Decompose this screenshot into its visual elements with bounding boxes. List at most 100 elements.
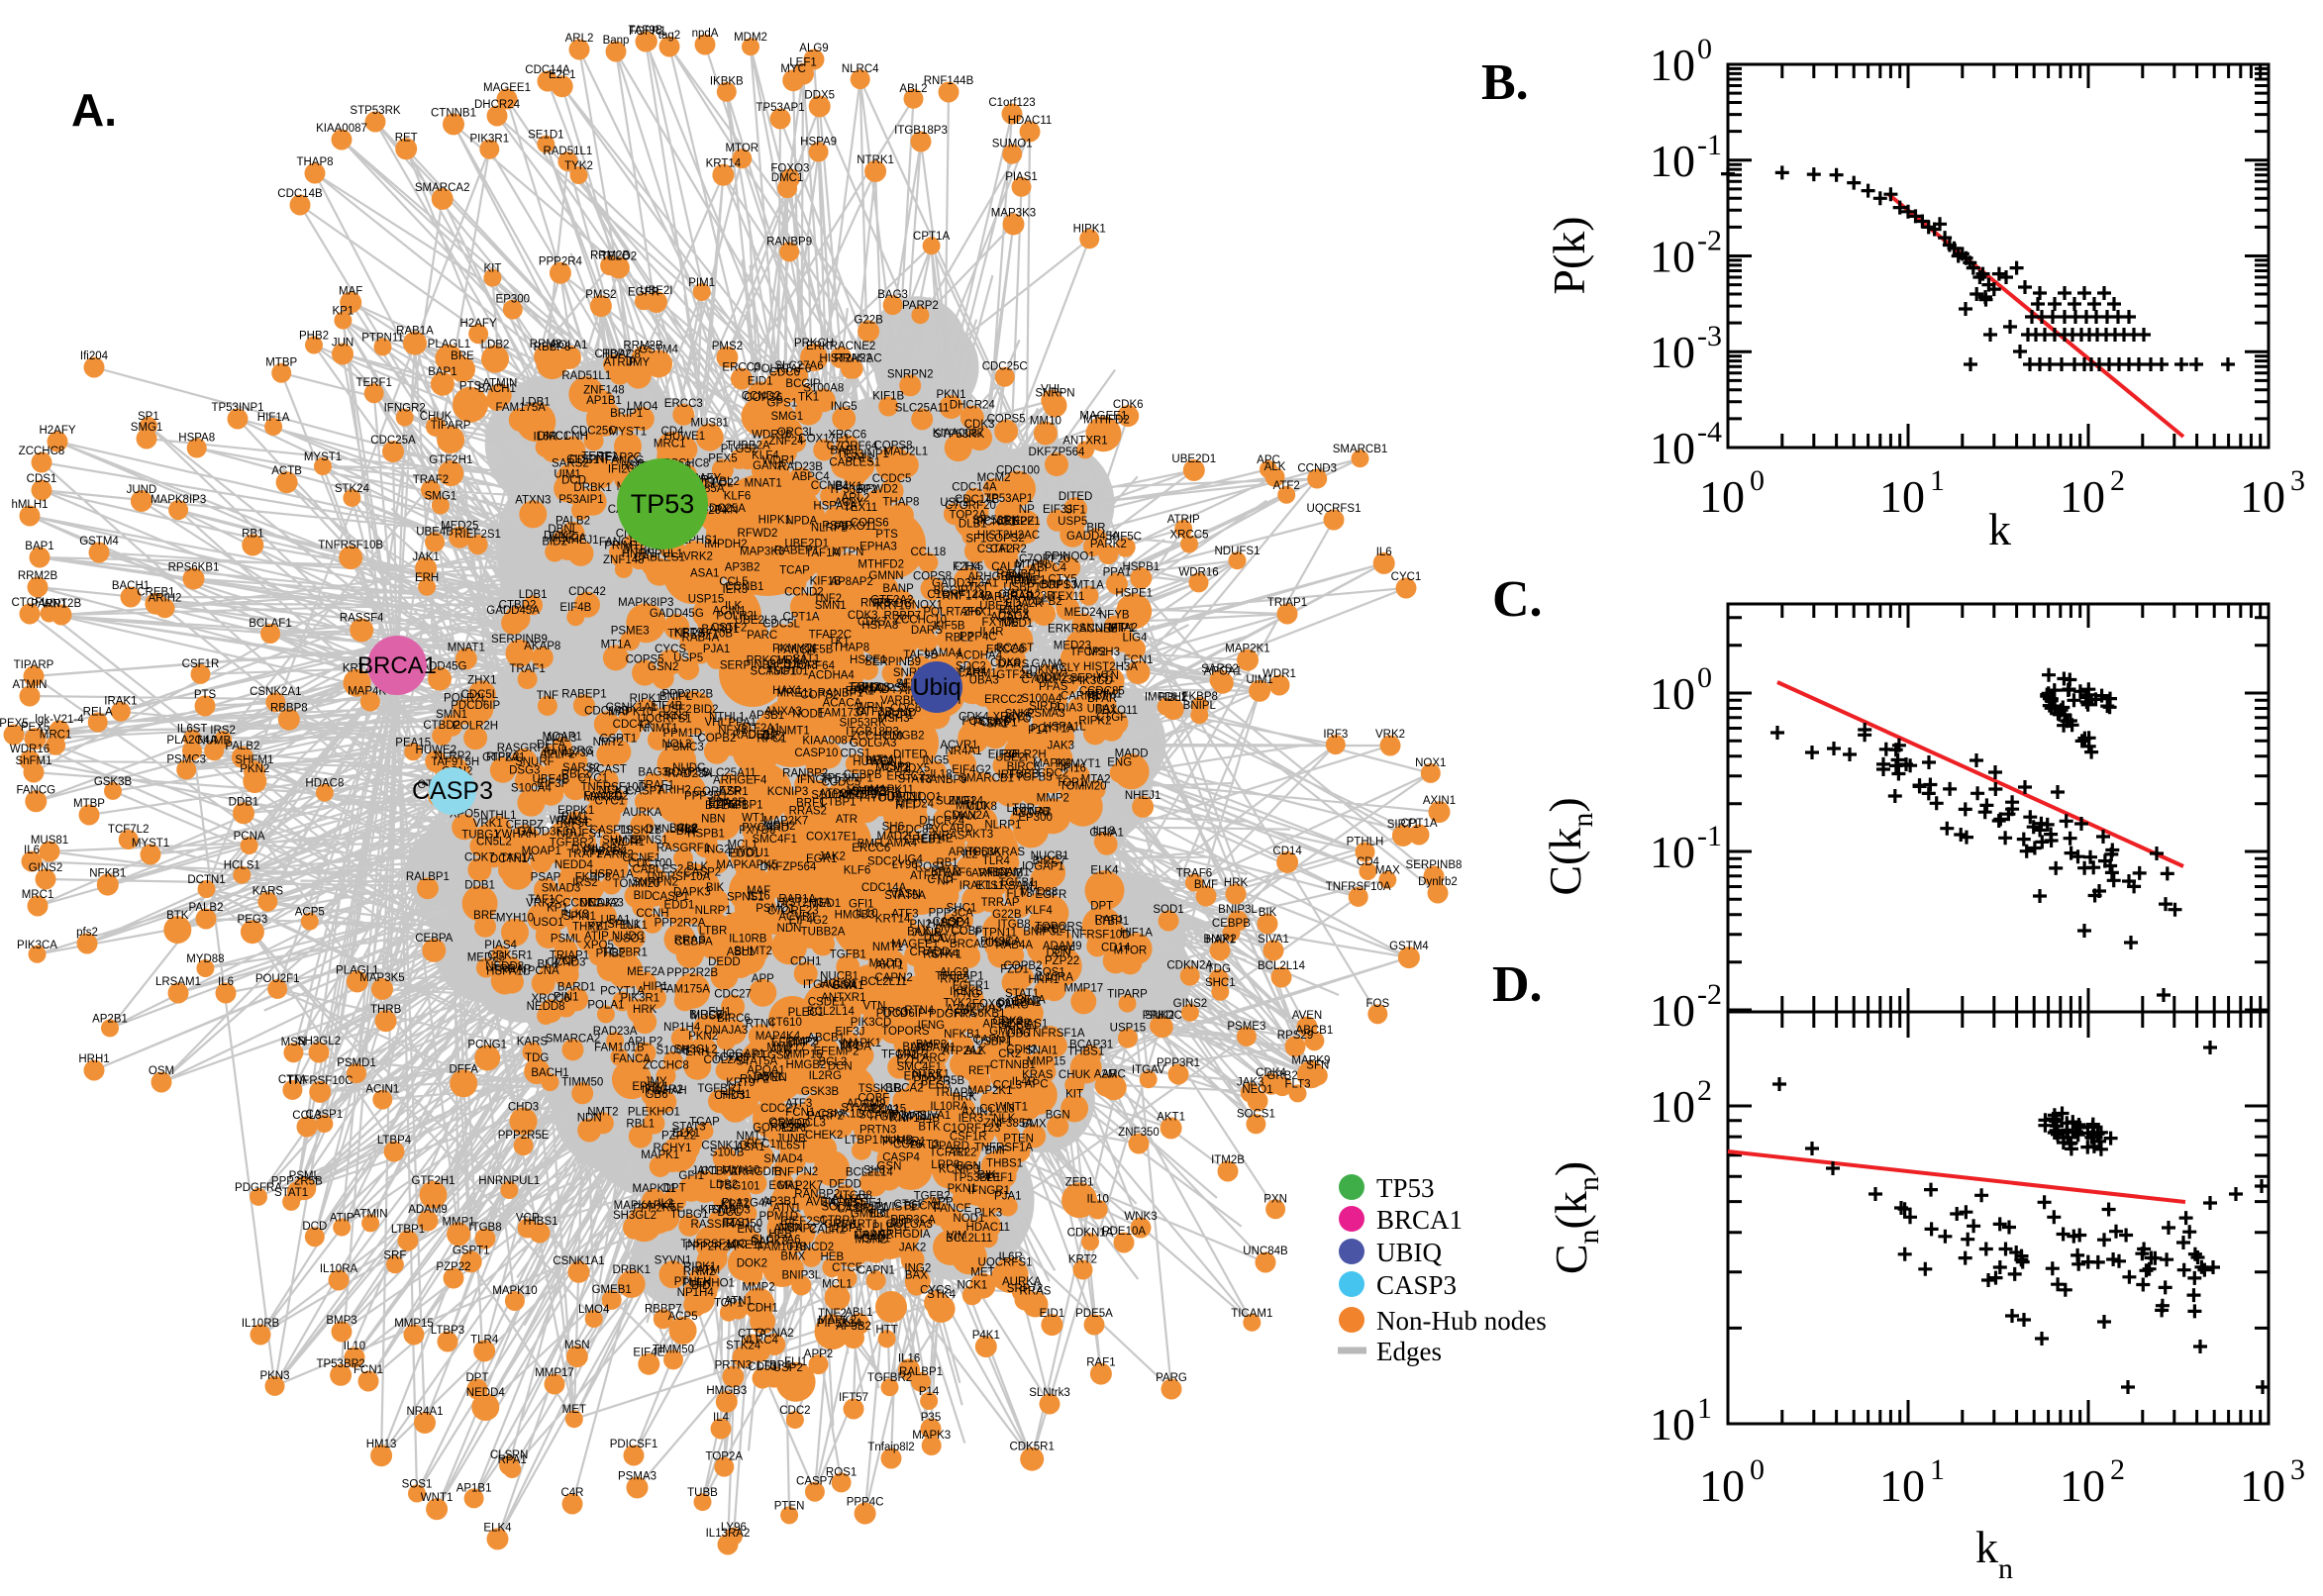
svg-text:ETS1: ETS1 xyxy=(722,1218,751,1230)
svg-text:MMP2: MMP2 xyxy=(1037,792,1069,804)
svg-text:CCL3: CCL3 xyxy=(993,1080,1022,1092)
svg-text:BRE: BRE xyxy=(451,350,474,362)
svg-text:ELK4: ELK4 xyxy=(483,1522,512,1534)
svg-text:RCHY1: RCHY1 xyxy=(654,1143,692,1154)
svg-text:GSK3B: GSK3B xyxy=(801,1086,840,1098)
svg-text:ILK: ILK xyxy=(725,600,743,612)
svg-text:DDX5: DDX5 xyxy=(804,90,835,102)
svg-text:ERH: ERH xyxy=(415,572,439,584)
svg-text:IRS2: IRS2 xyxy=(210,725,236,737)
svg-text:PARC: PARC xyxy=(747,630,777,642)
svg-text:SNAI1: SNAI1 xyxy=(1025,1046,1058,1057)
svg-text:SMARCB1: SMARCB1 xyxy=(1333,444,1388,455)
svg-text:ELK4: ELK4 xyxy=(1090,864,1119,876)
svg-text:PCNG1: PCNG1 xyxy=(467,1040,507,1051)
svg-text:XRCC5: XRCC5 xyxy=(1170,530,1209,542)
svg-text:SHC1: SHC1 xyxy=(1205,977,1236,989)
svg-text:NTRK1: NTRK1 xyxy=(857,154,894,166)
svg-text:P53AIP1: P53AIP1 xyxy=(558,494,603,506)
svg-text:CDC25C: CDC25C xyxy=(571,425,617,437)
svg-text:CDC42: CDC42 xyxy=(568,586,606,598)
svg-text:CDC14A: CDC14A xyxy=(952,482,997,494)
svg-text:TIPARP: TIPARP xyxy=(1107,989,1148,1001)
svg-text:IL10RA: IL10RA xyxy=(320,1263,358,1275)
svg-text:ACIN1: ACIN1 xyxy=(365,1084,399,1096)
svg-text:DNAJA3: DNAJA3 xyxy=(704,1025,748,1037)
svg-text:FAM173A: FAM173A xyxy=(544,748,594,759)
svg-text:FBXO11: FBXO11 xyxy=(834,521,876,533)
svg-text:RPA1: RPA1 xyxy=(846,686,874,698)
svg-text:10: 10 xyxy=(1699,1460,1745,1511)
svg-text:Ubiq: Ubiq xyxy=(912,674,960,701)
svg-text:RRM2B: RRM2B xyxy=(590,249,631,261)
svg-text:CD14: CD14 xyxy=(1272,846,1302,857)
svg-text:EP300: EP300 xyxy=(496,294,531,306)
svg-text:STK24: STK24 xyxy=(726,1341,761,1352)
svg-text:AKT1: AKT1 xyxy=(875,960,904,972)
svg-text:WDR16: WDR16 xyxy=(10,744,50,755)
svg-text:KIF5B: KIF5B xyxy=(934,621,965,633)
svg-text:3: 3 xyxy=(2290,464,2305,497)
svg-text:BMX: BMX xyxy=(1022,1119,1047,1131)
svg-text:BLK: BLK xyxy=(538,958,559,970)
svg-text:PPP2R4: PPP2R4 xyxy=(539,256,583,268)
svg-text:SMG1: SMG1 xyxy=(771,411,804,423)
svg-text:UBIQ: UBIQ xyxy=(1376,1238,1442,1267)
svg-text:MAP2K1: MAP2K1 xyxy=(1225,644,1269,655)
svg-text:10: 10 xyxy=(2060,1460,2105,1511)
svg-text:H2AFY: H2AFY xyxy=(460,318,497,330)
svg-text:VASN: VASN xyxy=(890,889,920,901)
svg-text:PSMC3: PSMC3 xyxy=(166,753,206,765)
svg-text:LTBP3: LTBP3 xyxy=(431,1325,464,1337)
svg-text:SLC27A6: SLC27A6 xyxy=(774,360,823,372)
svg-text:HDAC8: HDAC8 xyxy=(305,778,344,790)
svg-text:KIT: KIT xyxy=(483,263,501,275)
svg-text:CTTA: CTTA xyxy=(278,1074,308,1086)
svg-text:PTPN11: PTPN11 xyxy=(361,332,404,344)
svg-text:-4: -4 xyxy=(1697,416,1722,449)
svg-text:DKFZP564: DKFZP564 xyxy=(1029,447,1085,458)
svg-text:GANA: GANA xyxy=(1032,658,1064,670)
svg-text:RASGRF1: RASGRF1 xyxy=(656,843,710,854)
svg-text:UBE2D1: UBE2D1 xyxy=(1171,453,1216,465)
svg-text:TERF1: TERF1 xyxy=(355,377,391,389)
svg-text:GSTM4: GSTM4 xyxy=(79,536,119,548)
svg-text:PCNA: PCNA xyxy=(234,831,265,843)
svg-text:EZH2: EZH2 xyxy=(896,1053,925,1065)
svg-text:LAMA4: LAMA4 xyxy=(925,648,962,659)
svg-text:NEO1: NEO1 xyxy=(1242,1084,1272,1096)
svg-text:BID2: BID2 xyxy=(693,704,719,716)
svg-text:TCAP: TCAP xyxy=(779,565,810,577)
svg-text:10: 10 xyxy=(1699,471,1745,522)
svg-text:-2: -2 xyxy=(1697,225,1722,257)
svg-text:HSPA8: HSPA8 xyxy=(861,620,898,632)
svg-text:SMARCA2: SMARCA2 xyxy=(415,182,470,194)
svg-text:SOCS1: SOCS1 xyxy=(1237,1108,1275,1120)
svg-text:BRF1: BRF1 xyxy=(1041,579,1069,591)
svg-text:NEDD8: NEDD8 xyxy=(527,1001,565,1013)
svg-text:CCL18: CCL18 xyxy=(910,547,946,558)
svg-text:GSN2: GSN2 xyxy=(648,661,678,673)
svg-text:MAPK3: MAPK3 xyxy=(912,1430,951,1442)
svg-text:SERPINB8: SERPINB8 xyxy=(1406,859,1463,871)
svg-text:IKBKB: IKBKB xyxy=(710,76,744,88)
svg-text:BNIP2: BNIP2 xyxy=(1203,934,1236,946)
svg-text:PTS: PTS xyxy=(194,689,217,701)
svg-text:UBA1: UBA1 xyxy=(600,914,630,926)
svg-text:GORASP1: GORASP1 xyxy=(753,1123,808,1135)
svg-text:HM13: HM13 xyxy=(366,1439,397,1450)
svg-text:SMAD3: SMAD3 xyxy=(711,1205,751,1217)
svg-text:BMF: BMF xyxy=(984,1146,1008,1157)
svg-text:VTN: VTN xyxy=(1096,670,1119,682)
svg-text:BARD1: BARD1 xyxy=(701,624,739,636)
svg-text:STK24: STK24 xyxy=(335,483,370,495)
svg-text:TUBB2A: TUBB2A xyxy=(801,926,846,938)
svg-text:XPO5: XPO5 xyxy=(583,940,614,951)
svg-text:KRT2: KRT2 xyxy=(1068,1254,1097,1266)
svg-text:TYK2: TYK2 xyxy=(564,160,593,172)
svg-text:MTHFD2: MTHFD2 xyxy=(858,559,904,571)
svg-text:DPT: DPT xyxy=(1090,900,1113,912)
svg-text:PARP1: PARP1 xyxy=(877,710,914,722)
svg-text:TAF1C: TAF1C xyxy=(528,894,563,906)
svg-text:LRSAM1: LRSAM1 xyxy=(155,976,201,988)
